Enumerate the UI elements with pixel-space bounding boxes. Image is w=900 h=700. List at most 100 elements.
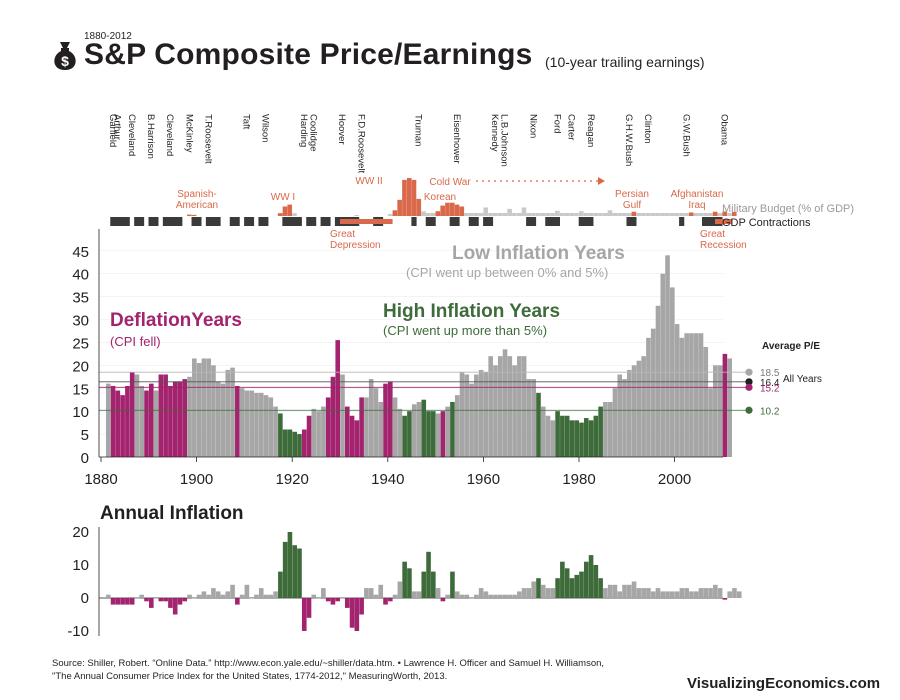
average-dot (745, 406, 753, 414)
gdp-contraction-block (153, 217, 159, 226)
brand-logo[interactable]: VisualizingEconomics.com (687, 675, 880, 692)
inflation-bar (583, 561, 589, 598)
pe-bar (603, 402, 608, 457)
military-baseline-bar (636, 213, 641, 216)
legend-gdp-contractions: GDP Contractions (722, 217, 811, 229)
gdp-contraction-block (626, 217, 632, 226)
military-bar (454, 204, 460, 216)
military-baseline-bar (497, 213, 503, 216)
pe-bar (450, 402, 455, 457)
gdp-contraction-block (679, 217, 685, 226)
pe-y-tick-label: 0 (81, 450, 89, 467)
average-lines: 18.516.415.2 10.2 (99, 368, 780, 417)
inflation-bar (168, 598, 173, 608)
pe-bar (627, 369, 632, 457)
war-label-line: American (176, 200, 218, 211)
low-inflation-sub: (CPI went up between 0% and 5%) (406, 265, 608, 280)
pe-bar (407, 411, 412, 457)
inflation-bar (129, 598, 135, 605)
inflation-bar (330, 598, 336, 605)
inflation-bar (545, 588, 551, 598)
svg-text:$: $ (61, 53, 69, 69)
inflation-bar (239, 594, 245, 598)
inflation-bar (292, 545, 297, 598)
pe-bar (540, 406, 546, 457)
pe-bar (125, 385, 130, 457)
gdp-contraction-block (248, 217, 255, 226)
pe-y-tick-label: 40 (72, 267, 89, 284)
war-label-line: Gulf (623, 200, 642, 211)
pe-bar (163, 374, 168, 457)
inflation-bar (617, 591, 623, 598)
military-baseline-bar (430, 213, 436, 216)
military-baseline-bar (655, 213, 661, 216)
gdp-contraction-block (234, 217, 240, 226)
war-label-korean: Korean (424, 192, 456, 203)
gdp-contraction-block (291, 217, 298, 226)
inflation-bar (125, 598, 130, 605)
president-label: Hoover (336, 114, 347, 145)
pe-bar (598, 406, 603, 457)
gdp-contraction-block (124, 217, 130, 226)
military-bar (521, 207, 527, 216)
gdp-contraction-block (550, 217, 556, 226)
pe-bar (440, 411, 446, 457)
gdp-contraction-block (583, 217, 589, 226)
military-bar (411, 179, 417, 216)
inflation-bar (474, 594, 479, 598)
pe-bar (392, 397, 398, 457)
pe-bar (727, 358, 732, 457)
military-bar (440, 205, 445, 216)
president-label: G.W.Bush (680, 114, 691, 157)
pe-bar (244, 390, 250, 457)
pe-bar (583, 418, 589, 457)
pe-bar (402, 415, 407, 457)
military-bar (483, 207, 488, 216)
pe-bar (588, 420, 594, 457)
cold-war-arrowhead (598, 177, 605, 185)
military-baseline-bar (473, 213, 479, 216)
military-bar (421, 211, 426, 216)
pe-bar (517, 356, 522, 457)
inflation-bar (301, 598, 307, 631)
military-bar (712, 211, 718, 216)
inflation-bar (435, 588, 441, 598)
military-bar (507, 208, 512, 216)
pe-bar (493, 365, 498, 457)
average-value-label: 15.2 (760, 383, 780, 394)
military-baseline-bar (569, 213, 575, 216)
military-bar (292, 213, 297, 216)
president-label: Clinton (642, 114, 653, 144)
pe-bar (646, 337, 651, 457)
inflation-bar (268, 594, 274, 598)
inflation-bar (258, 588, 264, 598)
source-line-2: "The Annual Consumer Price Index for the… (52, 671, 448, 682)
inflation-bar (698, 588, 704, 598)
pe-bar (536, 392, 541, 457)
inflation-bar (163, 598, 168, 602)
military-baseline-bar (645, 213, 651, 216)
military-baseline-bar (684, 213, 689, 216)
inflation-bar (273, 591, 278, 598)
date-range: 1880-2012 (84, 31, 132, 42)
gdp-contraction-block (468, 217, 474, 226)
pe-y-tick-label: 10 (72, 404, 89, 421)
war-label-line: Afghanistan (671, 189, 724, 200)
inflation-bar (689, 591, 694, 598)
military-baseline-bar (674, 213, 680, 216)
pe-bar (469, 383, 474, 457)
pe-bar (722, 353, 728, 457)
military-baseline-bar (464, 213, 469, 216)
military-baseline-bar (559, 213, 565, 216)
inflation-bar (674, 591, 680, 598)
inflation-bar (684, 588, 689, 598)
pe-bar (708, 388, 713, 457)
annual-inflation-title: Annual Inflation (100, 503, 244, 524)
brand-part-1: Visualizing (687, 675, 766, 692)
military-bar (392, 210, 398, 216)
gdp-contraction-block (191, 217, 197, 226)
president-label: Wilson (260, 114, 271, 143)
pe-bar (631, 365, 637, 457)
pe-bar (354, 420, 360, 457)
pe-bar (684, 333, 689, 457)
